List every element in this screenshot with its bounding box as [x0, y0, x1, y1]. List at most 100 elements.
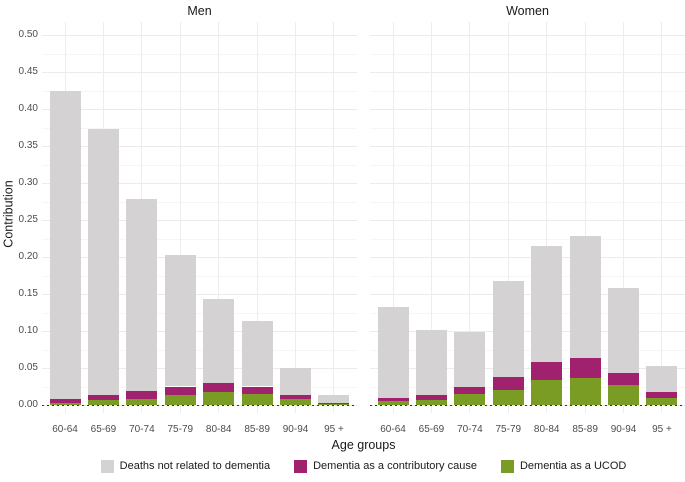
bar-segment — [454, 332, 486, 388]
bar-segment — [492, 390, 524, 405]
y-tick-label: 0.45 — [18, 66, 38, 77]
legend-item: Deaths not related to dementia — [100, 459, 271, 473]
x-tick-label: 90-94 — [610, 424, 637, 435]
y-tick-label: 0.00 — [18, 399, 38, 410]
gridline-minor — [42, 164, 357, 166]
gridline-major — [370, 331, 685, 332]
y-tick-label: 0.35 — [18, 140, 38, 151]
gridline-minor — [42, 312, 357, 314]
legend-item: Dementia as a contributory cause — [294, 459, 477, 473]
y-tick-label: 0.15 — [18, 288, 38, 299]
x-axis-title: Age groups — [331, 438, 396, 452]
x-tick-label: 95 + — [324, 424, 344, 435]
gridline-vertical — [179, 22, 181, 413]
gridline-minor — [42, 349, 357, 351]
bar-segment — [377, 397, 409, 401]
x-tick-label: 75-79 — [167, 424, 194, 435]
bar-segment — [492, 280, 524, 377]
x-tick-label: 90-94 — [282, 424, 309, 435]
gridline-vertical — [295, 22, 297, 413]
y-tick-label: 0.40 — [18, 103, 38, 114]
bar-segment — [646, 391, 678, 398]
gridline-minor — [370, 349, 685, 351]
gridline-major — [370, 183, 685, 184]
gridline-vertical — [430, 22, 432, 413]
legend-item: Dementia as a UCOD — [500, 459, 626, 473]
gridline-major — [370, 146, 685, 147]
facet-title-men: Men — [187, 4, 212, 18]
x-tick-label: 70-74 — [129, 424, 155, 435]
zero-line — [42, 405, 357, 406]
x-tick-label: 85-89 — [244, 424, 270, 435]
legend: Deaths not related to dementia Dementia a… — [42, 456, 685, 476]
gridline-major — [42, 146, 357, 147]
gridline-major — [370, 72, 685, 73]
bar-segment — [49, 90, 81, 400]
bar-segment — [164, 394, 196, 405]
bar-segment — [454, 393, 486, 405]
gridline-minor — [42, 201, 357, 203]
y-tick-label: 0.10 — [18, 325, 38, 336]
bar-segment — [126, 199, 158, 391]
bar-segment — [415, 329, 447, 396]
gridline-minor — [42, 275, 357, 277]
bar-segment — [87, 128, 119, 395]
gridline-vertical — [661, 22, 663, 413]
bar-segment — [569, 377, 601, 405]
bar-segment — [241, 321, 273, 387]
gridline-vertical — [623, 22, 625, 413]
facet-title-women: Women — [506, 4, 549, 18]
gridline-vertical — [584, 22, 586, 413]
panel-women — [370, 22, 685, 413]
gridline-major — [42, 220, 357, 221]
gridline-minor — [42, 238, 357, 240]
gridline-minor — [370, 386, 685, 388]
bar-segment — [415, 399, 447, 405]
x-tick-label: 75-79 — [495, 424, 522, 435]
gridline-vertical — [218, 22, 220, 413]
legend-swatch-icon — [500, 459, 514, 473]
gridline-major — [42, 331, 357, 332]
bar-segment — [280, 395, 312, 400]
bar-segment — [164, 386, 196, 395]
bar-segment — [280, 368, 312, 396]
gridline-minor — [370, 90, 685, 92]
gridline-major — [42, 183, 357, 184]
gridline-minor — [42, 386, 357, 388]
bar-segment — [203, 382, 235, 393]
bar-segment — [646, 365, 678, 392]
gridline-major — [370, 294, 685, 295]
bar-segment — [608, 385, 640, 405]
gridline-major — [370, 35, 685, 36]
legend-swatch-icon — [294, 459, 308, 473]
x-tick-label: 65-69 — [418, 424, 445, 435]
bar-segment — [318, 402, 350, 405]
x-tick-label: 65-69 — [90, 424, 117, 435]
bar-segment — [454, 387, 486, 394]
gridline-minor — [42, 127, 357, 129]
bar-segment — [569, 358, 601, 378]
legend-swatch-icon — [100, 459, 114, 473]
bar-segment — [164, 254, 196, 387]
bar-segment — [608, 288, 640, 374]
x-tick-label: 95 + — [652, 424, 672, 435]
gridline-major — [42, 109, 357, 110]
gridline-vertical — [392, 22, 394, 413]
bar-segment — [415, 395, 447, 400]
gridline-major — [42, 368, 357, 369]
bar-segment — [377, 400, 409, 405]
bar-segment — [203, 299, 235, 383]
bar-segment — [318, 404, 350, 405]
gridline-major — [42, 35, 357, 36]
zero-line — [370, 405, 685, 406]
bar-segment — [49, 399, 81, 403]
bar-segment — [377, 306, 409, 398]
legend-label: Deaths not related to dementia — [119, 460, 271, 472]
x-tick-label: 70-74 — [457, 424, 483, 435]
y-tick-label: 0.05 — [18, 362, 38, 373]
gridline-minor — [370, 127, 685, 129]
gridline-major — [42, 294, 357, 295]
gridline-major — [42, 257, 357, 258]
x-tick-label: 80-84 — [205, 424, 232, 435]
gridline-minor — [370, 312, 685, 314]
